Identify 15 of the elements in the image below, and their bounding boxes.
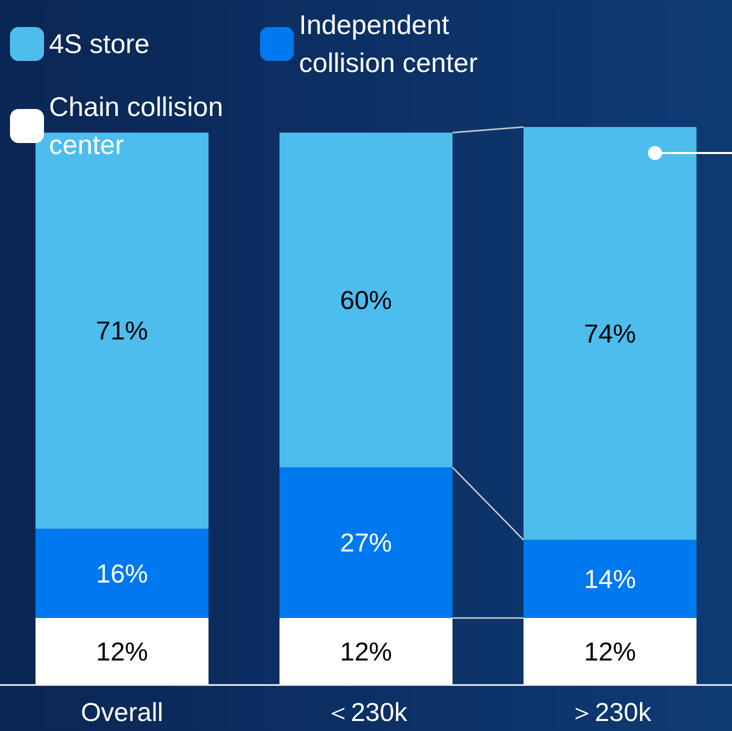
data-label: 74%	[584, 318, 636, 348]
data-label: 27%	[340, 528, 392, 558]
data-label: 14%	[584, 564, 636, 594]
x-tick-label: ＞230k	[568, 697, 652, 727]
legend-label: 4S store	[49, 29, 150, 59]
legend-label: Independent collision center	[299, 10, 478, 78]
data-label: 12%	[584, 636, 636, 667]
legend-label: Chain collision center	[49, 92, 231, 160]
x-tick-label: ＜230k	[324, 697, 408, 727]
x-tick-label: Overall	[80, 697, 164, 727]
data-label: 71%	[96, 316, 148, 346]
data-label: 16%	[96, 558, 148, 588]
data-label: 60%	[340, 284, 392, 315]
data-label: 12%	[340, 636, 392, 667]
data-label: 12%	[96, 636, 148, 667]
